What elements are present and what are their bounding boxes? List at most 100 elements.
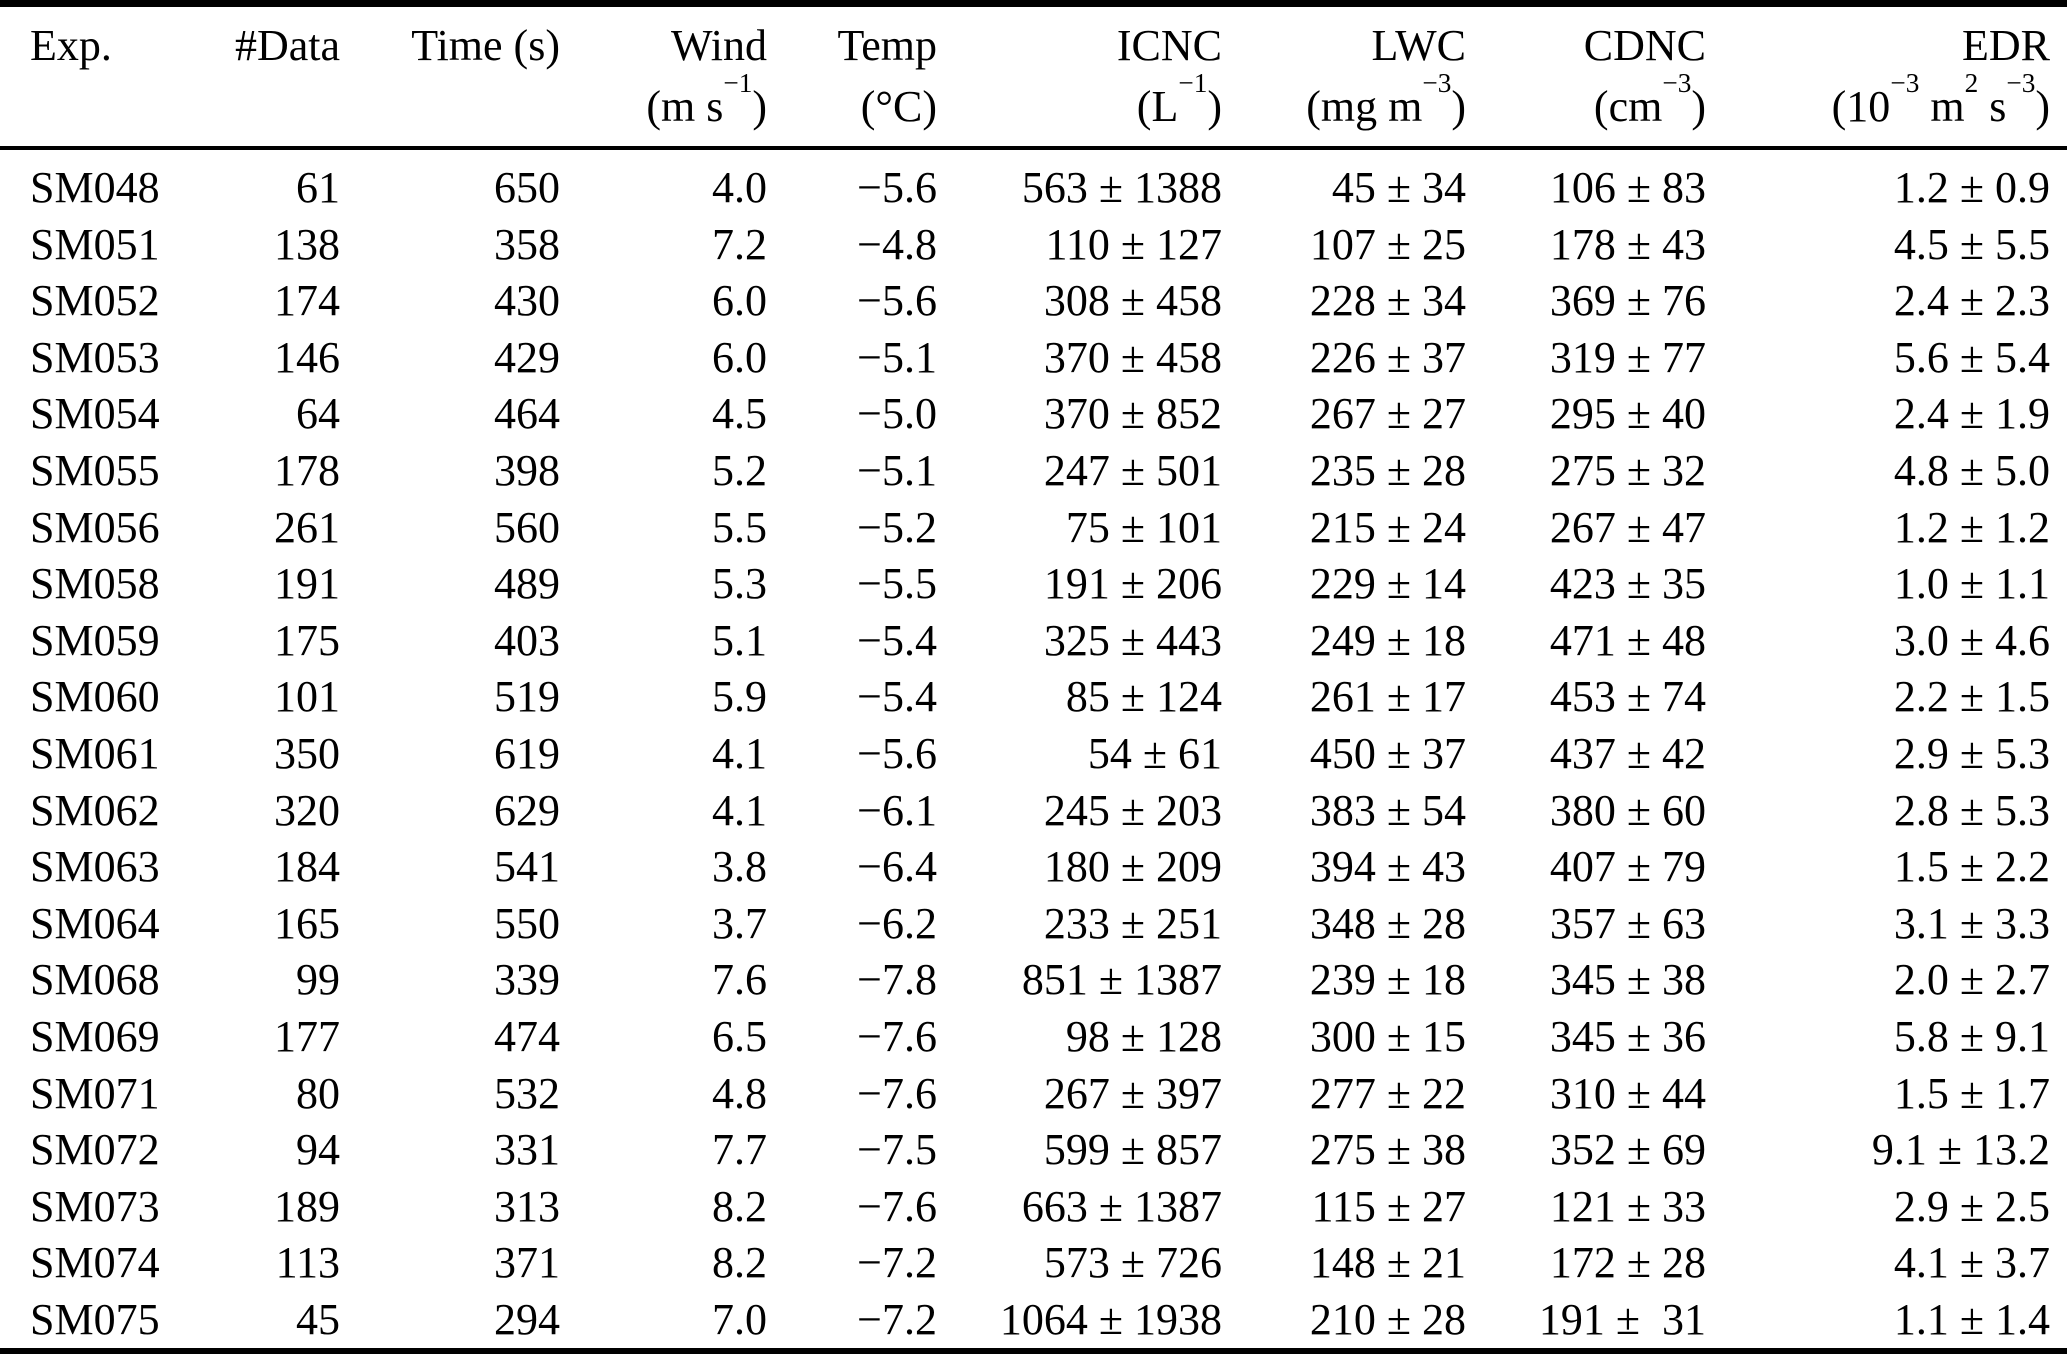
cell-time: 519 — [494, 672, 560, 722]
cell-ndata: 61 — [296, 163, 340, 212]
table-row: SM062 320 629 4.1 −6.1 245 ± 203 383 ± 54 380 ±… — [30, 783, 2050, 840]
cell-wind: 5.3 — [712, 559, 767, 609]
cell-wind: 6.0 — [712, 276, 767, 326]
cell-ndata: 64 — [296, 389, 340, 439]
cell-ndata: 45 — [296, 1294, 340, 1344]
cell-exp: SM074 — [30, 1238, 160, 1288]
cell-time: 532 — [494, 1068, 560, 1118]
cell-icnc: 599 ± 857 — [1043, 1125, 1222, 1175]
table-row: SM074 113 371 8.2 −7.2 573 ± 726 148 ± 21 172 ±… — [30, 1235, 2050, 1292]
cell-lwc: 383 ± 54 — [1309, 785, 1466, 835]
cell-cdnc: 267 ± 47 — [1549, 502, 1706, 552]
cell-cdnc: 106 ± 83 — [1549, 163, 1706, 212]
cell-lwc: 239 ± 18 — [1309, 955, 1466, 1005]
cell-ndata: 165 — [274, 898, 340, 948]
cell-edr: 1.2 ± 0.9 — [1893, 163, 2050, 212]
cell-lwc: 215 ± 24 — [1309, 502, 1466, 552]
cell-temp: −5.1 — [857, 332, 937, 382]
cell-cdnc: 471 ± 48 — [1549, 615, 1706, 665]
column-header-time: Time (s) — [411, 21, 560, 70]
cell-temp: −4.8 — [857, 219, 937, 269]
cell-edr: 5.8 ± 9.1 — [1893, 1011, 2050, 1061]
cell-wind: 7.2 — [712, 219, 767, 269]
table-row: SM063 184 541 3.8 −6.4 180 ± 209 394 ± 43 407 ±… — [30, 839, 2050, 896]
table-row: SM068 99 339 7.6 −7.8 851 ± 1387 239 ± 18 345 ±… — [30, 952, 2050, 1009]
table-bottom-rule — [0, 1348, 2067, 1354]
cell-lwc: 148 ± 21 — [1309, 1238, 1466, 1288]
cell-lwc: 115 ± 27 — [1311, 1181, 1466, 1231]
cell-wind: 8.2 — [712, 1181, 767, 1231]
cell-lwc: 450 ± 37 — [1309, 728, 1466, 778]
cell-ndata: 184 — [274, 842, 340, 892]
cell-time: 331 — [494, 1125, 560, 1175]
cell-time: 403 — [494, 615, 560, 665]
cell-cdnc: 357 ± 63 — [1549, 898, 1706, 948]
cell-ndata: 175 — [274, 615, 340, 665]
cell-edr: 4.5 ± 5.5 — [1893, 219, 2050, 269]
cell-lwc: 267 ± 27 — [1309, 389, 1466, 439]
cell-temp: −5.1 — [857, 445, 937, 495]
cell-temp: −6.4 — [857, 842, 937, 892]
cell-lwc: 226 ± 37 — [1309, 332, 1466, 382]
cell-edr: 5.6 ± 5.4 — [1893, 332, 2050, 382]
cell-icnc: 98 ± 128 — [1065, 1011, 1222, 1061]
column-header-icnc: ICNC — [1116, 21, 1222, 70]
cell-icnc: 851 ± 1387 — [1021, 955, 1222, 1005]
cell-temp: −5.4 — [857, 615, 937, 665]
cell-temp: −6.2 — [857, 898, 937, 948]
cell-lwc: 210 ± 28 — [1309, 1294, 1466, 1344]
cell-cdnc: 352 ± 69 — [1549, 1125, 1706, 1175]
cell-exp: SM048 — [30, 163, 160, 212]
cell-cdnc: 369 ± 76 — [1549, 276, 1706, 326]
cell-wind: 3.8 — [712, 842, 767, 892]
cell-icnc: 573 ± 726 — [1043, 1238, 1222, 1288]
column-header-ndata: #Data — [234, 21, 340, 70]
cell-exp: SM056 — [30, 502, 160, 552]
cell-exp: SM061 — [30, 728, 160, 778]
cell-icnc: 325 ± 443 — [1043, 615, 1222, 665]
column-unit-lwc: (mg m−3) — [1306, 67, 1466, 131]
cell-exp: SM071 — [30, 1068, 160, 1118]
cell-exp: SM073 — [30, 1181, 160, 1231]
cell-lwc: 261 ± 17 — [1309, 672, 1466, 722]
cell-wind: 5.5 — [712, 502, 767, 552]
cell-time: 339 — [494, 955, 560, 1005]
cell-ndata: 113 — [275, 1238, 340, 1288]
table-row: SM056 261 560 5.5 −5.2 75 ± 101 215 ± 24 267 ± … — [30, 500, 2050, 557]
cell-icnc: 370 ± 852 — [1043, 389, 1222, 439]
table-row: SM075 45 294 7.0 −7.2 1064 ± 1938 210 ± 28 191 … — [30, 1292, 2050, 1349]
cell-ndata: 99 — [296, 955, 340, 1005]
cell-temp: −7.8 — [857, 955, 937, 1005]
cell-temp: −5.0 — [857, 389, 937, 439]
cell-exp: SM075 — [30, 1294, 160, 1344]
cell-time: 464 — [494, 389, 560, 439]
table-row: SM073 189 313 8.2 −7.6 663 ± 1387 115 ± 27 121 … — [30, 1179, 2050, 1236]
cell-cdnc: 275 ± 32 — [1549, 445, 1706, 495]
cell-exp: SM053 — [30, 332, 160, 382]
cell-wind: 6.5 — [712, 1011, 767, 1061]
cell-time: 650 — [494, 163, 560, 212]
cell-temp: −5.6 — [857, 728, 937, 778]
cell-wind: 5.1 — [712, 615, 767, 665]
cell-time: 371 — [494, 1238, 560, 1288]
cell-wind: 8.2 — [712, 1238, 767, 1288]
cell-exp: SM069 — [30, 1011, 160, 1061]
cell-ndata: 189 — [274, 1181, 340, 1231]
cell-icnc: 54 ± 61 — [1087, 728, 1222, 778]
cell-time: 430 — [494, 276, 560, 326]
cell-lwc: 228 ± 34 — [1309, 276, 1466, 326]
cell-icnc: 191 ± 206 — [1043, 559, 1222, 609]
table-row: SM048 61 650 4.0 −5.6 563 ± 1388 45 ± 34 106 ± … — [30, 160, 2050, 217]
cell-time: 313 — [494, 1181, 560, 1231]
cell-edr: 1.5 ± 1.7 — [1893, 1068, 2050, 1118]
cell-temp: −5.6 — [857, 276, 937, 326]
column-unit-time — [340, 85, 560, 141]
cell-exp: SM062 — [30, 785, 160, 835]
cell-exp: SM063 — [30, 842, 160, 892]
cell-wind: 4.1 — [712, 728, 767, 778]
cell-wind: 4.1 — [712, 785, 767, 835]
cell-cdnc: 380 ± 60 — [1549, 785, 1706, 835]
column-unit-ndata — [200, 85, 340, 141]
cell-edr: 4.8 ± 5.0 — [1893, 445, 2050, 495]
